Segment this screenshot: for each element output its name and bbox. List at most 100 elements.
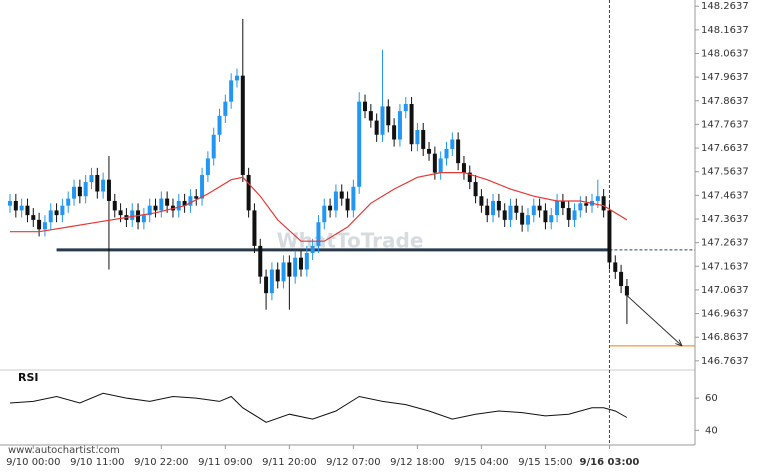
y-tick-label: 146.7637 — [701, 356, 749, 367]
candle-body — [106, 179, 111, 201]
candle-body — [421, 130, 426, 149]
candle-body — [269, 269, 274, 294]
candle-body — [496, 200, 501, 211]
candle-body — [322, 205, 327, 223]
candle-body — [246, 174, 251, 211]
candle-body — [136, 210, 141, 223]
candle-body — [479, 196, 484, 206]
candle-body — [229, 80, 234, 102]
candle-body — [357, 101, 362, 187]
candle-body — [531, 205, 536, 216]
candle-body — [287, 262, 292, 277]
x-tick-label: 9/10 00:00 — [6, 457, 60, 468]
candle-body — [584, 203, 589, 206]
candle-body — [217, 115, 222, 135]
candle-body — [380, 106, 385, 135]
candle-body — [403, 104, 408, 112]
x-tick-label: 9/10 22:00 — [134, 457, 188, 468]
candle-body — [415, 130, 420, 145]
candle-body — [275, 269, 280, 282]
candle-body — [118, 210, 123, 216]
candle-body — [339, 191, 344, 199]
candle-body — [304, 252, 309, 270]
rsi-tick-label: 60 — [705, 393, 718, 404]
candle-body — [31, 215, 36, 220]
candle-body — [200, 174, 205, 199]
y-tick-label: 147.0637 — [701, 285, 749, 296]
candle-body — [363, 101, 368, 112]
candle-body — [491, 200, 496, 216]
candle-body — [19, 205, 24, 211]
candle-body — [607, 210, 612, 263]
candle-body — [188, 196, 193, 206]
y-tick-label: 147.1637 — [701, 261, 749, 272]
x-tick-label: 9/16 03:00 — [580, 457, 640, 468]
y-tick-label: 147.5637 — [701, 167, 749, 178]
candle-body — [537, 205, 542, 211]
candle-body — [89, 174, 94, 183]
candle-body — [328, 205, 333, 211]
y-tick-label: 147.8637 — [701, 96, 749, 107]
candle-body — [130, 210, 135, 220]
forecast-arrow — [626, 295, 683, 347]
candle-body — [461, 163, 466, 173]
candle-body — [153, 205, 158, 211]
y-tick-label: 148.2637 — [701, 1, 749, 12]
y-tick-label: 147.2637 — [701, 238, 749, 249]
x-tick-label: 9/15 15:00 — [518, 457, 572, 468]
candle-body — [502, 210, 507, 220]
y-tick-label: 148.0637 — [701, 49, 749, 60]
candle-body — [555, 200, 560, 216]
candle-body — [77, 186, 82, 197]
candle-body — [409, 104, 414, 145]
candle-body — [25, 205, 30, 216]
x-tick-label: 9/11 09:00 — [198, 457, 252, 468]
candle-body — [514, 205, 519, 213]
candle-body — [72, 186, 77, 199]
y-tick-label: 147.9637 — [701, 72, 749, 83]
candle-body — [54, 210, 59, 216]
candle-body — [176, 200, 181, 211]
candle-body — [473, 182, 478, 197]
candle-body — [601, 196, 606, 211]
candle-body — [427, 148, 432, 154]
candle-body — [578, 203, 583, 211]
x-tick-label: 9/11 20:00 — [262, 457, 316, 468]
candle-body — [13, 200, 18, 211]
candle-body — [549, 215, 554, 223]
candle-body — [240, 75, 245, 175]
candle-body — [83, 182, 88, 197]
candle-body — [316, 222, 321, 246]
candle-body — [95, 174, 100, 192]
y-tick-label: 147.6637 — [701, 143, 749, 154]
candle-body — [525, 215, 530, 225]
candle-body — [374, 120, 379, 135]
candle-body — [467, 172, 472, 183]
x-tick-label: 9/10 11:00 — [70, 457, 124, 468]
candle-body — [205, 158, 210, 175]
candle-body — [60, 205, 65, 216]
candle-body — [619, 271, 624, 287]
source: www.autochartist.com — [8, 445, 120, 456]
candle-body — [450, 139, 455, 149]
candle-body — [520, 212, 525, 225]
candle-body — [560, 200, 565, 209]
candle-body — [392, 125, 397, 140]
y-tick-label: 147.4637 — [701, 190, 749, 201]
forecast-arrow-head — [675, 339, 683, 347]
candle-body — [298, 257, 303, 270]
candle-body — [543, 210, 548, 223]
y-tick-label: 148.1637 — [701, 25, 749, 36]
candle-body — [624, 286, 629, 296]
x-tick-label: 9/12 18:00 — [390, 457, 444, 468]
y-tick-label: 147.3637 — [701, 214, 749, 225]
y-tick-label: 147.7637 — [701, 119, 749, 130]
candle-body — [613, 262, 618, 272]
candle-body — [438, 158, 443, 173]
candle-body — [345, 198, 350, 211]
candle-body — [444, 148, 449, 159]
candle-body — [456, 139, 461, 164]
candle-body — [211, 134, 216, 159]
